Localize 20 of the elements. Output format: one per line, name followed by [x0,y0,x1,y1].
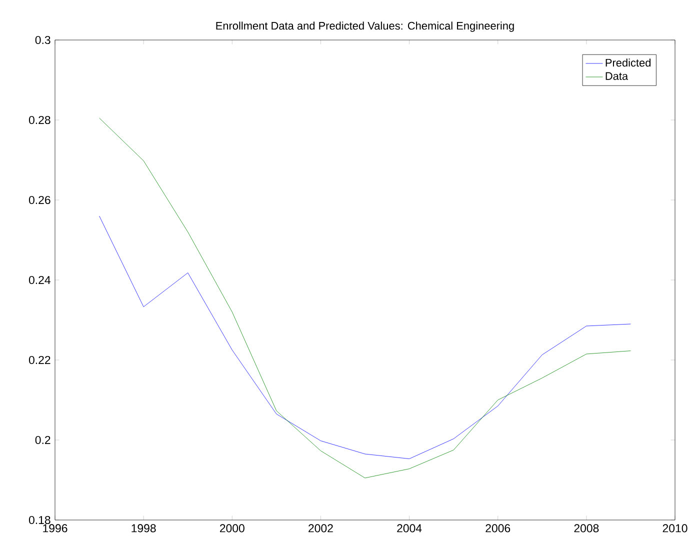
y-tick-label: 0.24 [28,276,50,284]
legend-label: Predicted [606,58,651,67]
x-tick-label: 2010 [662,524,688,532]
y-tick-label: 0.3 [35,36,50,44]
y-tick-label: 0.2 [35,436,50,444]
x-tick-label: 2004 [397,524,422,532]
y-tick-label: 0.18 [28,516,50,524]
legend-label: Data [606,72,628,80]
y-tick-label: 0.28 [28,116,50,124]
x-tick-label: 1998 [132,524,156,532]
y-tick-label: 0.22 [28,356,50,364]
line-series [99,216,631,459]
x-tick-label: 2000 [220,524,244,532]
line-series [99,118,631,478]
x-tick-label: 2002 [308,524,333,532]
chart-title: Enrollment Data and Predicted Values: Chemical Engineering [216,22,514,32]
x-tick-label: 2006 [486,524,510,532]
x-tick-label: 2008 [574,524,599,532]
x-tick-label: 1996 [43,524,68,532]
y-tick-label: 0.26 [28,196,50,204]
